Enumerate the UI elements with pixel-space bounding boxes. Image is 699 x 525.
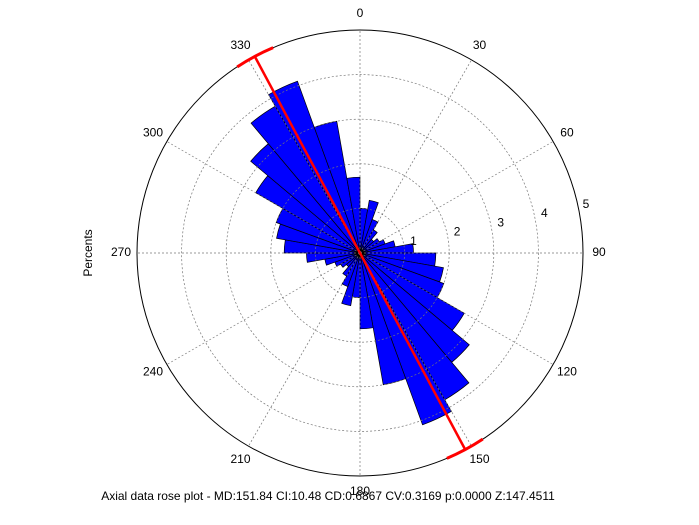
theta-tick-label: 30 xyxy=(473,38,487,52)
theta-tick-label: 90 xyxy=(592,245,606,259)
spoke xyxy=(359,59,472,254)
rose-petal xyxy=(359,252,374,330)
theta-tick-label: 150 xyxy=(469,452,489,466)
spoke xyxy=(359,141,554,254)
confidence-cap xyxy=(446,437,484,460)
grid-circle xyxy=(181,74,539,432)
theta-tick-label: 240 xyxy=(143,365,163,379)
rose-petal xyxy=(359,229,378,254)
axis-label: Percents xyxy=(81,229,95,276)
theta-tick-label: 180 xyxy=(350,484,370,498)
theta-tick-label: 210 xyxy=(230,452,250,466)
confidence-cap xyxy=(236,46,274,69)
rose-petal xyxy=(342,252,361,277)
spoke xyxy=(166,141,361,254)
theta-tick-label: 270 xyxy=(111,245,131,259)
outer-circle xyxy=(136,29,584,477)
r-tick-label: 2 xyxy=(454,225,461,239)
mean-direction xyxy=(253,55,467,451)
spoke xyxy=(248,252,361,447)
spoke xyxy=(166,252,361,365)
theta-tick-label: 60 xyxy=(560,126,574,140)
r-tick-label: 3 xyxy=(497,215,504,229)
r-tick-label: 1 xyxy=(410,234,417,248)
theta-tick-label: 0 xyxy=(357,6,364,20)
theta-tick-label: 300 xyxy=(143,126,163,140)
r-tick-label: 5 xyxy=(583,197,590,211)
rose-petal xyxy=(346,176,361,254)
theta-tick-label: 330 xyxy=(230,38,250,52)
rose-petal xyxy=(359,252,407,386)
chart-title: Axial data rose plot - MD:151.84 CI:10.4… xyxy=(101,489,555,503)
theta-tick-label: 120 xyxy=(557,365,577,379)
spoke xyxy=(359,252,554,365)
rose-petal xyxy=(313,120,361,254)
r-tick-label: 4 xyxy=(541,206,548,220)
